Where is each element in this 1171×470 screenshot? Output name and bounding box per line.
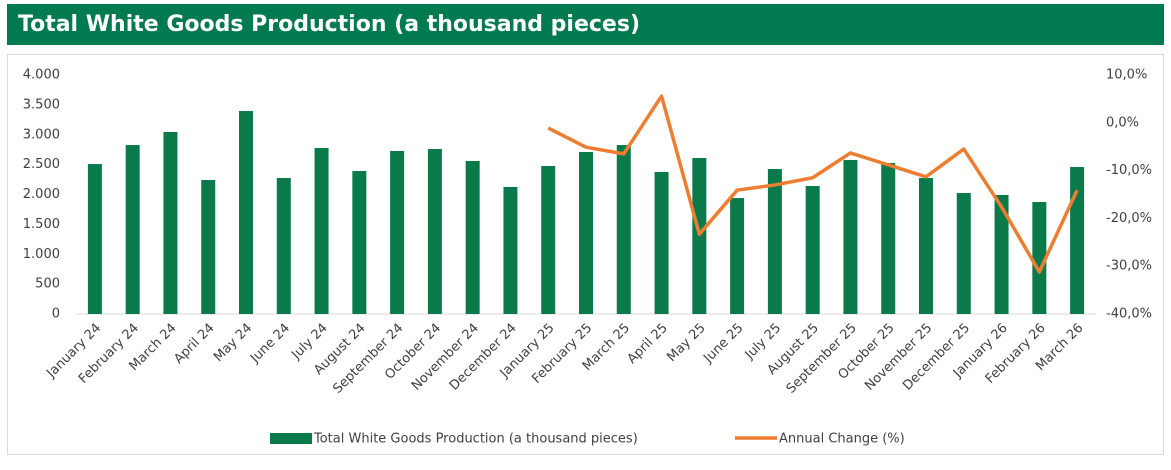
x-tick-label: April 25	[625, 321, 671, 367]
y2-tick-label: -20,0%	[1106, 211, 1152, 226]
bar	[881, 163, 896, 314]
y2-tick-label: -30,0%	[1106, 259, 1152, 274]
bar	[503, 186, 518, 314]
y-tick-label: 3.000	[23, 127, 60, 142]
bar	[276, 178, 291, 314]
bar	[163, 132, 178, 314]
bar	[1070, 167, 1085, 314]
bar	[654, 171, 669, 314]
header-bar	[7, 4, 1164, 45]
line	[547, 94, 1079, 274]
legend-label: Annual Change (%)	[779, 432, 905, 447]
bar	[465, 160, 480, 314]
x-tick-label: December 24	[447, 321, 520, 394]
bar	[314, 148, 329, 314]
x-tick-label: June 24	[247, 321, 293, 367]
bar	[352, 171, 367, 314]
bar	[239, 111, 253, 314]
bar	[427, 148, 442, 314]
bar	[87, 164, 102, 314]
bar	[730, 198, 745, 314]
x-tick-label: November 24	[409, 321, 482, 394]
y2-tick-label: -10,0%	[1106, 163, 1152, 178]
bar	[390, 151, 405, 314]
bar	[579, 152, 593, 314]
y-tick-label: 2.000	[23, 187, 60, 202]
bar	[805, 186, 820, 314]
x-tick-label: December 25	[900, 321, 973, 394]
legend-label: Total White Goods Production (a thousand…	[313, 432, 638, 447]
y2-tick-label: 10,0%	[1106, 68, 1147, 83]
x-tick-label: May 25	[664, 321, 708, 365]
y-tick-label: 3.500	[23, 97, 60, 112]
y-tick-label: 4.000	[23, 68, 60, 83]
bar	[767, 168, 782, 314]
bar	[843, 160, 858, 314]
chart-title: Total White Goods Production (a thousand…	[18, 12, 640, 37]
x-tick-label: June 25	[700, 321, 746, 367]
x-tick-label: April 24	[171, 321, 217, 367]
bar	[692, 157, 707, 314]
bar	[201, 179, 216, 314]
bar	[919, 178, 933, 314]
y-tick-label: 1.500	[23, 217, 60, 232]
x-tick-label: November 25	[862, 321, 935, 394]
legend-swatch	[270, 433, 312, 444]
y-tick-label: 0	[52, 307, 60, 322]
y-tick-label: 1.000	[23, 247, 60, 262]
bar	[616, 145, 631, 314]
chart-frame	[7, 54, 1164, 455]
y-tick-label: 500	[35, 277, 60, 292]
bar	[125, 145, 140, 314]
bar	[541, 165, 556, 314]
y2-tick-label: -40,0%	[1106, 307, 1152, 322]
y2-tick-label: 0,0%	[1106, 115, 1139, 130]
bar	[994, 194, 1009, 314]
bar	[1032, 202, 1047, 314]
bar	[956, 193, 971, 314]
y-tick-label: 2.500	[23, 157, 60, 172]
x-tick-label: May 24	[211, 321, 255, 365]
